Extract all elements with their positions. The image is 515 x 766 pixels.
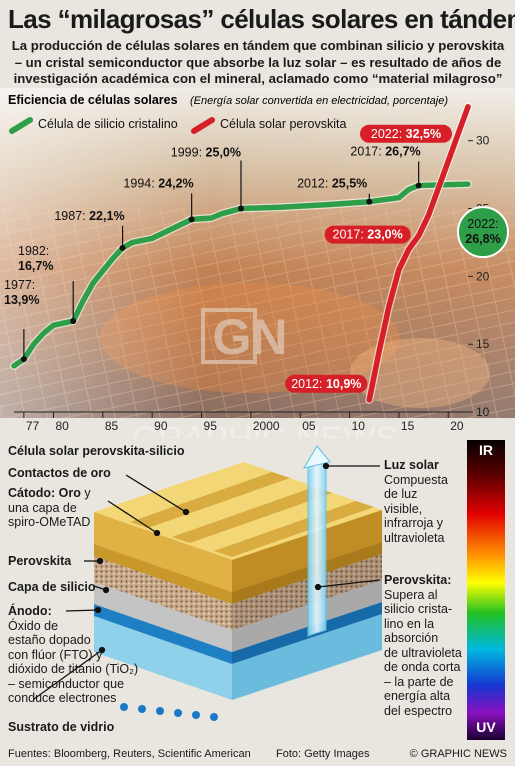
y-tick-label: 30: [476, 134, 490, 148]
perovskite-note: Perovskita: Supera al silicio crista-lino…: [384, 573, 462, 718]
annotation-dot: [70, 318, 77, 325]
annotation-dot: [238, 205, 244, 212]
annotation-label: 16,7%: [18, 259, 53, 273]
sunlight-label: Luz solar Compuesta de luz visible, infrarr…: [384, 458, 448, 545]
annotation-label: 1994: 24,2%: [123, 176, 193, 190]
electron-markers: [120, 703, 218, 721]
annotation-label: 1982:: [18, 244, 49, 258]
perovskite-note-line: – la parte de: [384, 674, 454, 689]
sunlight-text-line: infrarroja y: [384, 516, 444, 530]
perovskite-note-line: energía alta: [384, 689, 451, 703]
page-title: Las “milagrosas” células solares en tánd…: [8, 4, 515, 34]
chart-series: [10, 102, 472, 404]
anode-text-line: conduce electrones: [8, 691, 117, 705]
perovskite-note-line: silicio crista-: [384, 602, 453, 616]
sunlight-text-line: visible,: [384, 501, 423, 516]
perovskite-note-line: de onda corta: [384, 660, 461, 674]
x-tick-label: 90: [154, 419, 168, 433]
anode-text-line: dióxido de titanio (TiO₂): [8, 662, 139, 676]
annotation-label: 1999: 25,0%: [171, 146, 241, 160]
x-tick-label: 85: [105, 419, 119, 433]
anode-text-line: estaño dopado: [8, 633, 91, 647]
x-tick-label: 80: [55, 419, 69, 433]
annotation-dot: [20, 356, 27, 363]
legend-label: Célula de silicio cristalino: [38, 117, 178, 131]
anode-text-line: con flúor (FTO) y: [8, 647, 103, 662]
light-beam: [302, 445, 331, 637]
x-tick-label: 15: [401, 419, 415, 433]
annotation-pill: [360, 124, 452, 143]
leader-lines: [33, 462, 381, 700]
perovskite-note-line: Supera al: [384, 587, 438, 602]
annotation-label: 1987: 22,1%: [54, 209, 124, 223]
efficiency-chart: GN GRAPHIC NEWS Eficiencia de células so…: [0, 88, 515, 438]
spectrum-ir-label: IR: [479, 442, 493, 458]
glass-label: Sustrato de vidrio: [8, 720, 115, 734]
annotation-dot: [119, 244, 126, 251]
silicon-label: Capa de silicio: [8, 580, 96, 594]
legend-label: Célula solar perovskita: [220, 117, 346, 131]
silicon-series-line: [11, 181, 471, 369]
annotation-pill-label: 2022: 32,5%: [371, 127, 441, 141]
footer-sources: Fuentes: Bloomberg, Reuters, Scientific …: [8, 748, 251, 760]
x-tick-label: 05: [302, 419, 316, 433]
chart-legend: Célula de silicio cristalino Célula solar…: [9, 117, 346, 134]
perovskite-series-line: [366, 104, 471, 403]
page-subtitle: La producción de células solares en tánd…: [11, 38, 505, 86]
y-tick-label: 20: [476, 269, 490, 283]
spectrum-bar: IR UV: [467, 440, 505, 740]
legend-swatch: [9, 117, 33, 134]
chart-ylabel: (Energía solar convertida en electricida…: [190, 95, 448, 107]
gold-contacts-label: Contactos de oro: [8, 466, 111, 480]
annotation-dot: [188, 216, 195, 223]
watermark-logo: GN: [201, 308, 288, 365]
x-tick-label: 2000: [253, 419, 280, 433]
x-tick-label: 10: [352, 419, 366, 433]
annotation-badge-2022-silicon: [457, 206, 509, 259]
x-axis: 77 80 85 90 95 2000 05 10 15 20: [14, 411, 468, 433]
annotation-pill-label: 2012: 10,9%: [291, 377, 361, 391]
cell-diagram-title: Célula solar perovskita-silicio: [8, 444, 185, 458]
annotation-label: 2012: 25,5%: [297, 177, 367, 191]
sunlight-text-line: de luz: [384, 487, 418, 501]
y-tick-label: 15: [476, 337, 490, 351]
svg-text:GN: GN: [213, 309, 288, 365]
sunlight-text-line: Compuesta: [384, 472, 448, 487]
chart-background-photo: [0, 88, 515, 418]
x-tick-label: 95: [204, 419, 218, 433]
perovskite-note-line: del espectro: [384, 703, 453, 718]
annotation-dot: [415, 182, 422, 189]
annotation-label: 26,8%: [465, 232, 500, 246]
x-tick-label: 77: [26, 419, 40, 433]
spectrum-uv-label: UV: [476, 719, 496, 735]
annotation-label: 2022:: [467, 217, 498, 231]
chart-annotations: 1977:13,9% 1982:16,7% 1987: 22,1% 1994: 24,…: [4, 124, 509, 393]
x-tick-label: 20: [450, 419, 464, 433]
annotation-label: 13,9%: [4, 293, 39, 307]
footer-copyright: © GRAPHIC NEWS: [409, 748, 507, 760]
cell-diagram: IR UV: [33, 440, 505, 740]
anode-text-line: – semiconductor que: [8, 676, 125, 691]
annotation-pill: [324, 225, 411, 244]
perovskite-label: Perovskita: [8, 554, 72, 568]
chart-title: Eficiencia de células solares: [8, 93, 178, 107]
perovskite-note-line: lino en la: [384, 616, 435, 631]
anode-text-line: Óxido de: [8, 618, 59, 633]
watermark-text: GRAPHIC NEWS: [132, 420, 398, 438]
annotation-pill-label: 2017: 23,0%: [333, 228, 403, 242]
y-tick-label: 10: [476, 405, 490, 419]
footer-photo: Foto: Getty Images: [276, 748, 370, 760]
cathode-label: Cátodo: Oro y una capa de spiro-OMeTAD: [8, 486, 91, 529]
anode-label: Ánodo: Óxido de estaño dopado con flúor (F…: [8, 604, 139, 705]
annotation-dot: [366, 198, 373, 205]
perovskite-note-line: absorción: [384, 631, 439, 645]
sunlight-text-line: ultravioleta: [384, 530, 445, 545]
legend-swatch: [191, 117, 215, 134]
annotation-pill: [285, 374, 368, 393]
perovskite-note-line: de ultravioleta: [384, 645, 462, 660]
annotation-label: 1977:: [4, 278, 35, 292]
annotation-label: 2017: 26,7%: [350, 144, 420, 158]
